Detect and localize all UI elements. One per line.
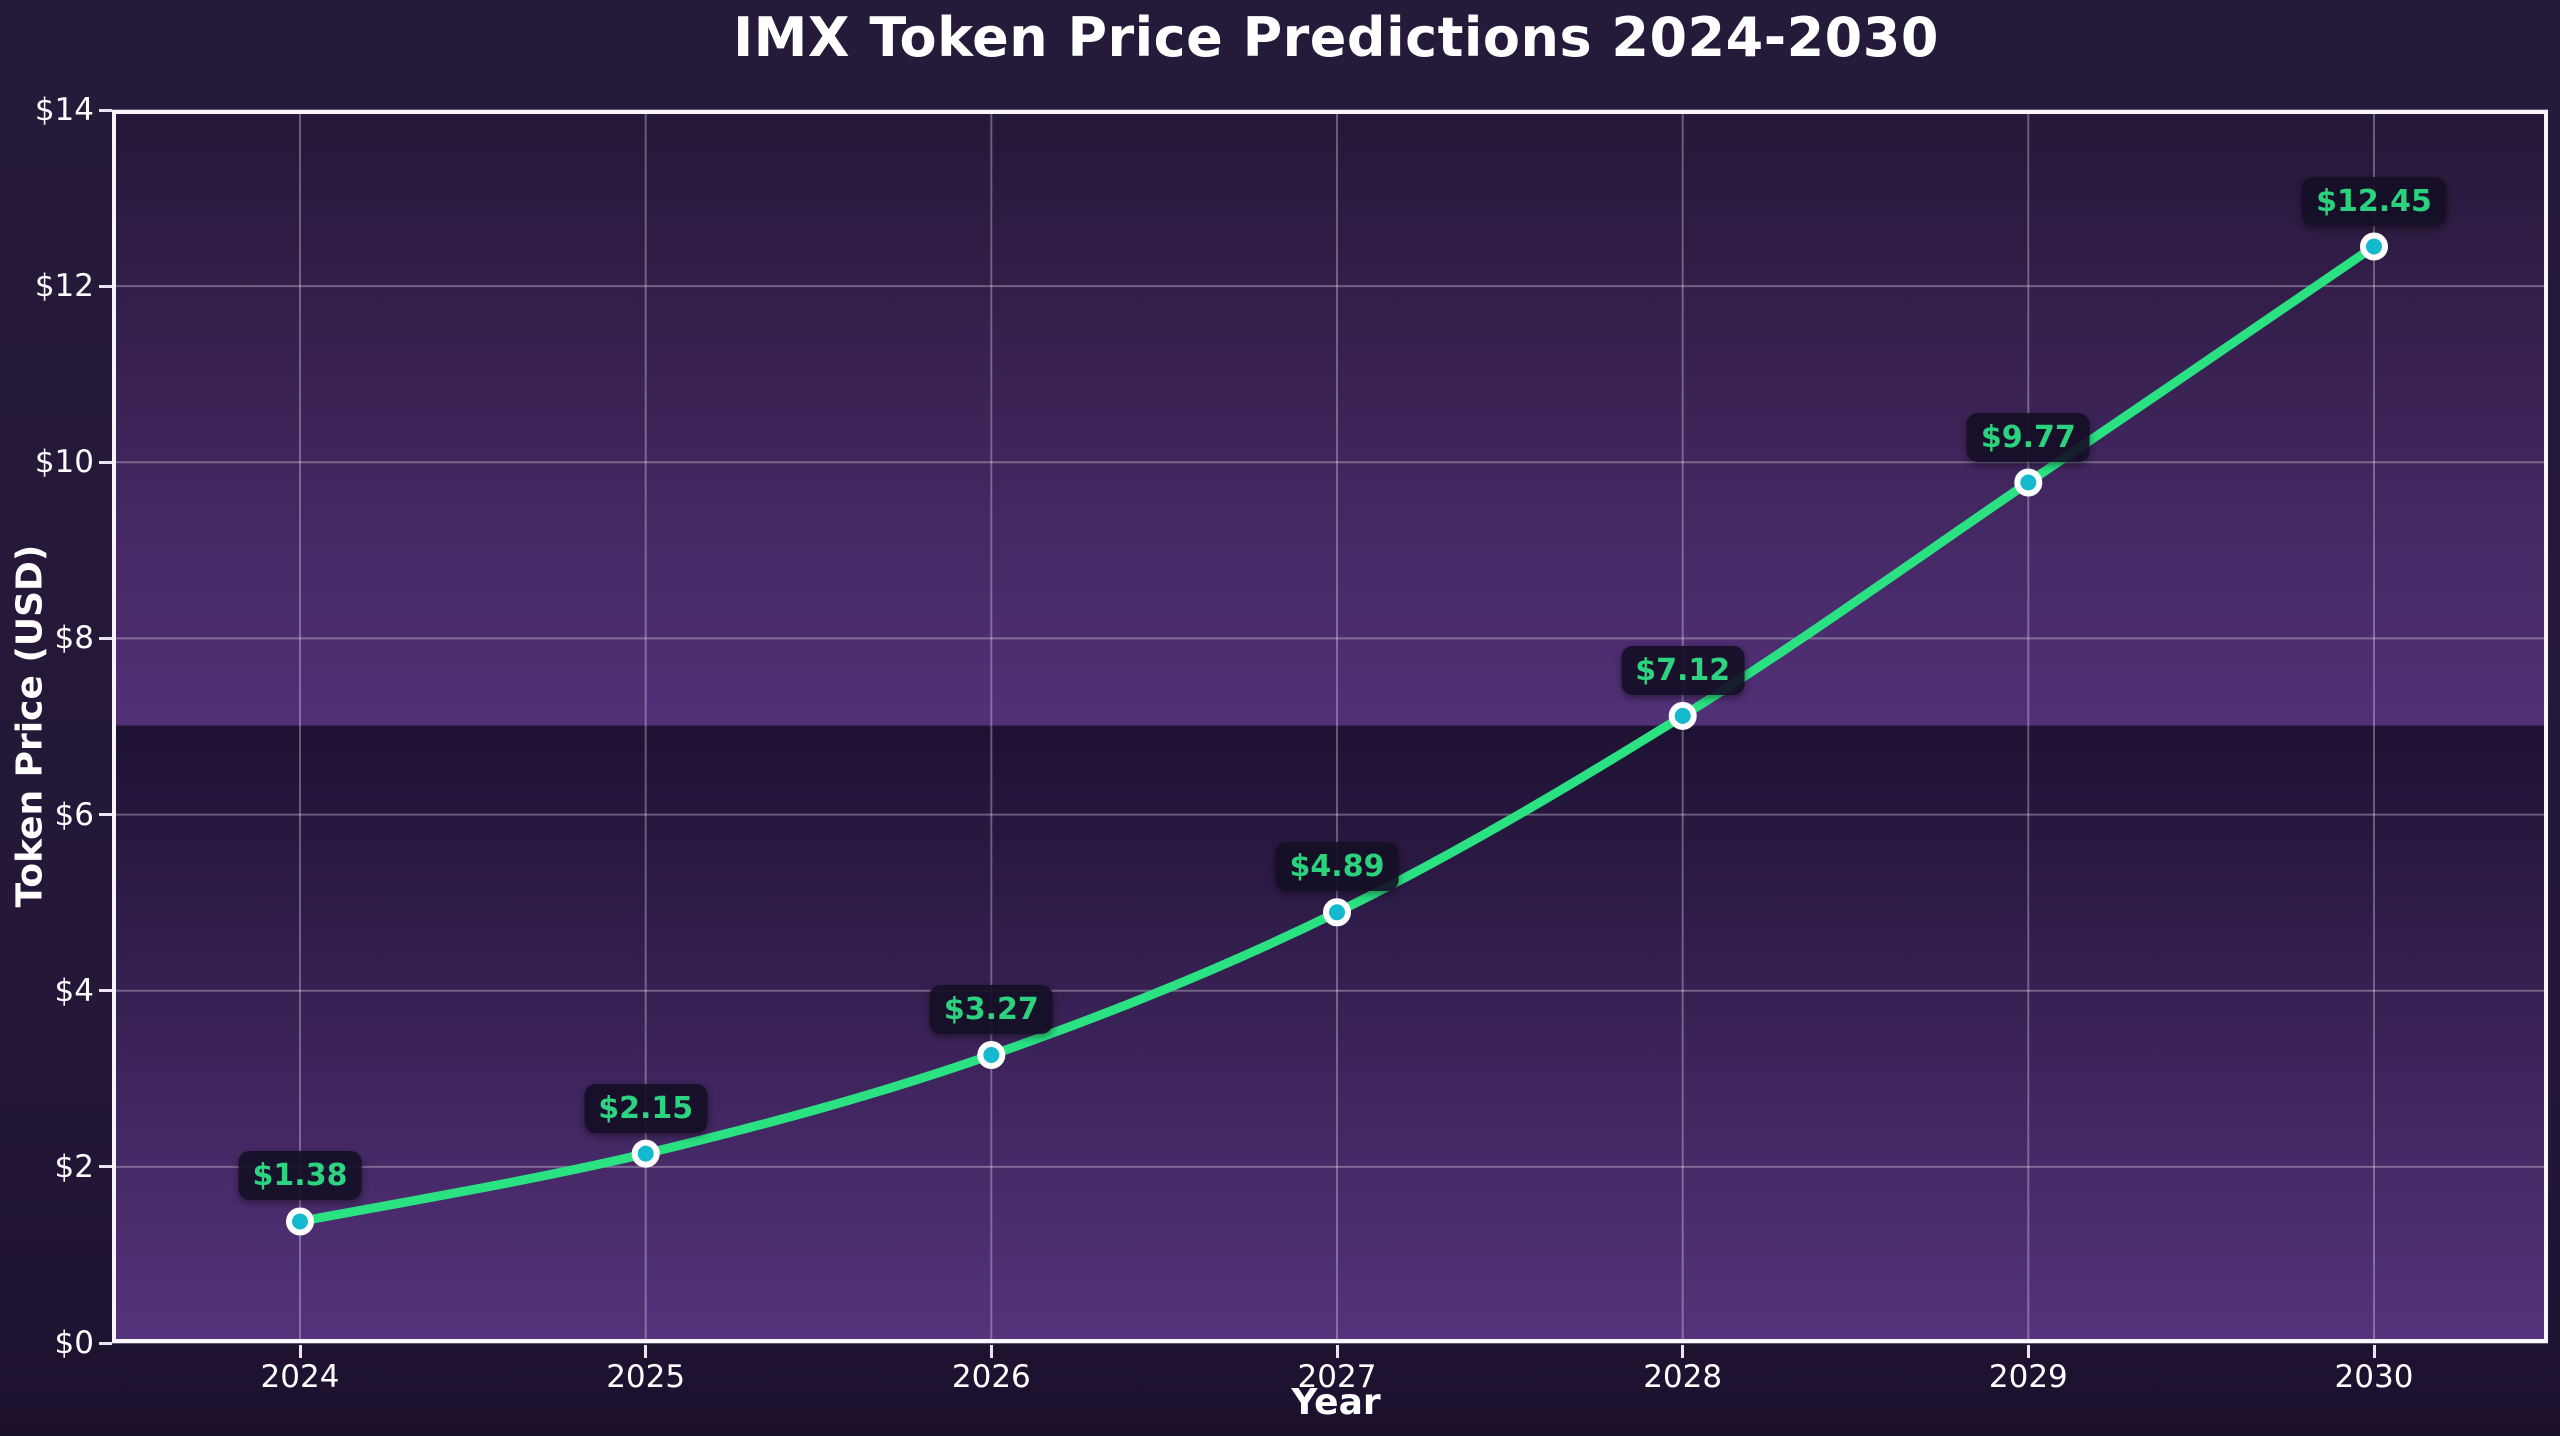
data-point-marker	[977, 1041, 1006, 1069]
y-tick-label: $2	[54, 1148, 94, 1185]
y-tick-mark	[99, 636, 112, 640]
x-tick-label: 2024	[260, 1359, 340, 1395]
point-value-label: $2.15	[584, 1083, 708, 1133]
y-tick-mark	[99, 989, 112, 993]
x-tick-label: 2027	[1297, 1359, 1377, 1395]
x-axis-title: Year	[1291, 1382, 1381, 1423]
y-tick-label: $4	[54, 972, 94, 1009]
y-tick-label: $0	[54, 1325, 94, 1361]
y-tick-label: $10	[34, 444, 94, 481]
x-tick-label: 2026	[951, 1359, 1031, 1395]
y-tick-mark	[99, 1165, 112, 1169]
plot-area: $1.38 $2.15 $3.27 $4.89 $7.12 $9.77 $12.45	[112, 109, 2548, 1344]
x-tick-label: 2030	[2334, 1359, 2414, 1395]
y-tick-label: $6	[54, 796, 94, 833]
axes-spine	[112, 110, 2548, 1343]
point-value-label: $9.77	[1966, 412, 2090, 462]
x-tick-mark	[298, 1345, 302, 1358]
y-tick-label: $12	[34, 268, 94, 305]
x-tick-mark	[1335, 1345, 1339, 1358]
data-point-marker	[2014, 468, 2043, 497]
x-tick-label: 2028	[1643, 1359, 1723, 1395]
x-tick-mark	[644, 1345, 648, 1358]
y-tick-label: $8	[54, 620, 94, 657]
x-tick-mark	[1681, 1345, 1685, 1358]
y-tick-mark	[99, 460, 112, 464]
gridlines	[112, 109, 2548, 1344]
x-tick-label: 2025	[606, 1359, 686, 1395]
data-point-markers	[286, 232, 2388, 1236]
data-point-marker	[2360, 232, 2388, 261]
y-tick-label: $14	[34, 92, 94, 128]
chart-title: IMX Token Price Predictions 2024-2030	[733, 6, 1939, 69]
point-value-label: $4.89	[1275, 842, 1399, 892]
x-tick-mark	[2372, 1345, 2376, 1358]
point-value-label: $12.45	[2302, 176, 2446, 226]
y-tick-mark	[99, 284, 112, 288]
x-tick-mark	[989, 1345, 993, 1358]
point-value-label: $7.12	[1621, 645, 1745, 695]
line-chart-svg	[112, 109, 2548, 1344]
data-point-marker	[631, 1139, 660, 1168]
y-axis-title: Token Price (USD)	[9, 544, 51, 908]
data-point-marker	[1323, 898, 1351, 927]
data-point-marker	[286, 1207, 314, 1236]
y-tick-mark	[99, 813, 112, 817]
y-tick-mark	[99, 1341, 112, 1345]
point-value-label: $3.27	[929, 985, 1053, 1034]
point-value-label: $1.38	[238, 1151, 362, 1201]
y-tick-mark	[99, 108, 112, 112]
data-point-marker	[1668, 701, 1697, 730]
x-tick-label: 2029	[1988, 1359, 2068, 1395]
x-tick-mark	[2026, 1345, 2030, 1358]
